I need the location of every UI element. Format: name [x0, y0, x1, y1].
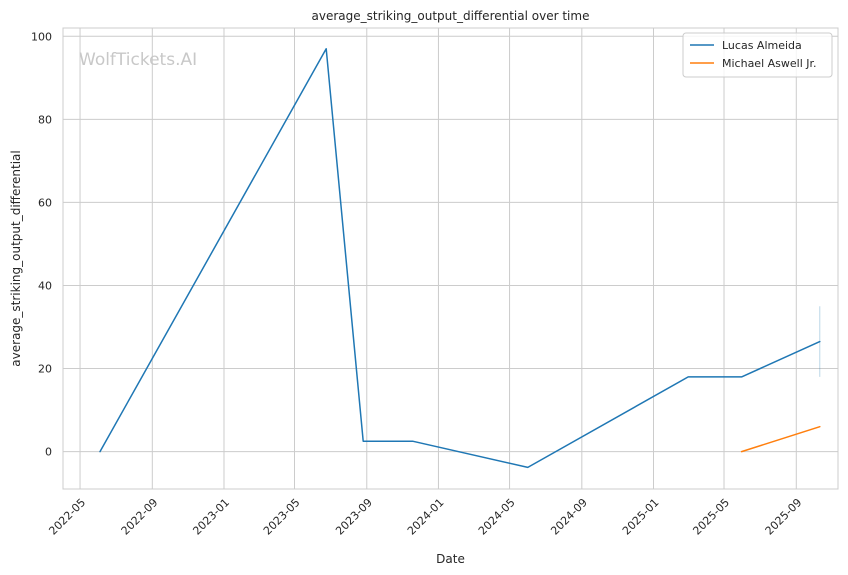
y-axis-ticks: 0 20 40 60 80 100 — [31, 30, 52, 458]
y-axis-label: average_striking_output_differential — [9, 150, 23, 366]
legend-label-lucas-almeida: Lucas Almeida — [722, 39, 802, 52]
plot-frame — [62, 27, 839, 490]
grid-lines — [63, 28, 838, 489]
x-axis-label: Date — [436, 552, 465, 566]
legend-label-michael-aswell-jr: Michael Aswell Jr. — [722, 57, 817, 70]
series-line-lucas-almeida — [99, 48, 821, 469]
watermark: WolfTickets.AI — [79, 50, 197, 70]
y-tick-label: 20 — [38, 363, 52, 376]
y-tick-label: 60 — [38, 196, 52, 209]
x-tick-label: 2024-05 — [476, 496, 518, 538]
legend-box — [682, 32, 833, 78]
x-tick-label: 2025-09 — [763, 496, 805, 538]
x-tick-label: 2025-01 — [620, 496, 662, 538]
x-tick-label: 2023-09 — [333, 496, 375, 538]
x-tick-label: 2022-05 — [46, 496, 88, 538]
y-tick-label: 80 — [38, 113, 52, 126]
y-tick-label: 100 — [31, 30, 52, 43]
y-tick-label: 0 — [45, 446, 52, 459]
x-tick-label: 2023-01 — [190, 496, 232, 538]
chart-title: average_striking_output_differential ove… — [312, 9, 590, 23]
legend: Lucas Almeida Michael Aswell Jr. — [682, 32, 833, 78]
x-tick-label: 2024-09 — [548, 496, 590, 538]
series-line-michael-aswell-jr — [740, 425, 821, 453]
series-layer — [99, 48, 821, 469]
x-tick-label: 2025-05 — [690, 496, 732, 538]
x-axis-ticks: 2022-05 2022-09 2023-01 2023-05 2023-09 2024-… — [46, 496, 804, 538]
x-tick-label: 2022-09 — [119, 496, 161, 538]
plot-area — [63, 28, 838, 489]
x-tick-label: 2024-01 — [405, 496, 447, 538]
y-tick-label: 40 — [38, 279, 52, 292]
x-tick-label: 2023-05 — [261, 496, 303, 538]
